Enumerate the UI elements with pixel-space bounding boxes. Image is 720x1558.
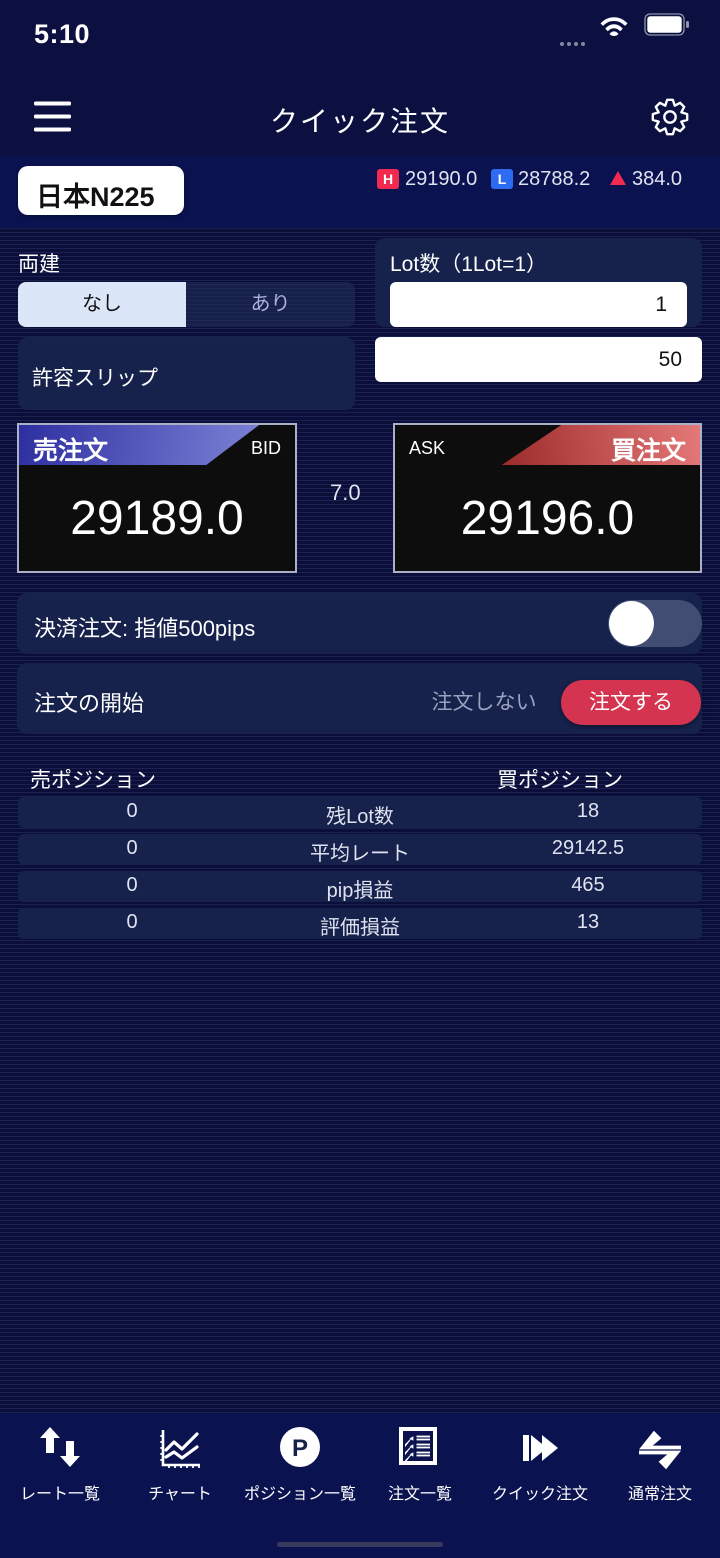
svg-text:P: P <box>292 1435 308 1462</box>
